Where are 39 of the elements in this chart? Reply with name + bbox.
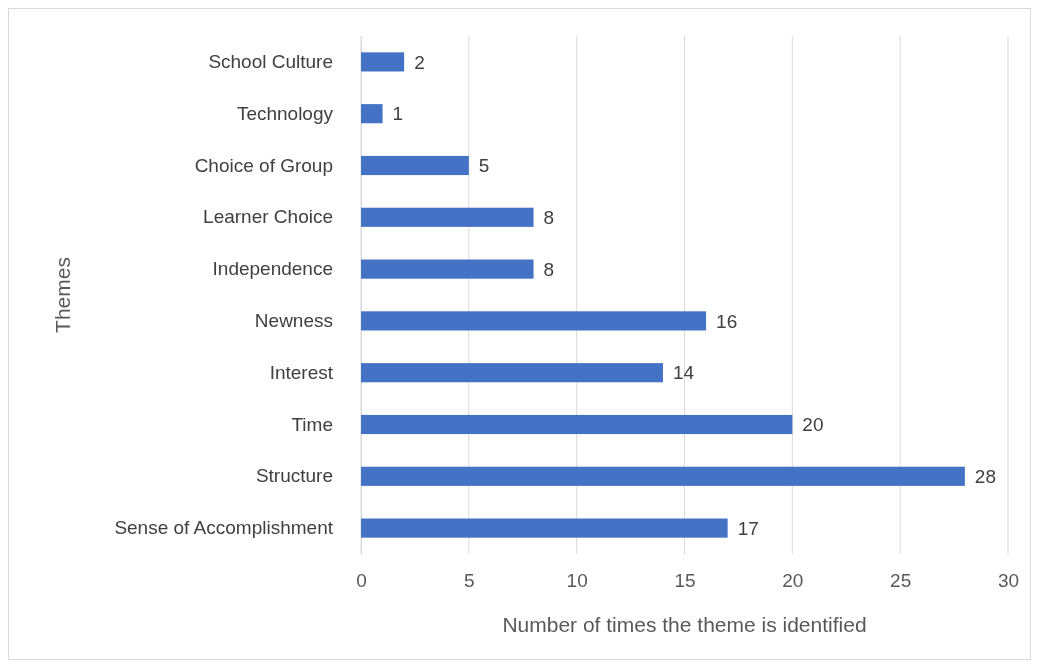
y-tick-label: Choice of Group	[194, 154, 333, 176]
x-tick-label: 15	[674, 570, 696, 592]
data-label: 2	[414, 51, 425, 73]
data-label: 1	[392, 103, 404, 125]
bar	[361, 259, 534, 279]
bar	[361, 104, 383, 124]
data-label: 16	[716, 310, 738, 332]
y-tick-label: Interest	[269, 361, 334, 383]
y-tick-label: Learner Choice	[203, 206, 333, 228]
x-tick-label: 5	[464, 570, 475, 592]
data-label: 8	[543, 206, 555, 228]
y-axis-title: Themes	[51, 257, 74, 333]
bar	[361, 414, 793, 435]
y-tick-label: School Culture	[208, 50, 333, 72]
data-label: 8	[543, 258, 555, 280]
x-tick-label: 0	[356, 570, 367, 592]
bar	[361, 207, 534, 227]
x-tick-label: 10	[566, 570, 588, 592]
bar	[361, 363, 663, 383]
y-tick-label: Time	[291, 413, 333, 435]
bar	[361, 52, 405, 72]
bar	[361, 518, 728, 538]
x-tick-label: 25	[890, 570, 912, 592]
y-tick-label: Newness	[254, 309, 333, 331]
x-tick-label: 20	[782, 570, 804, 592]
data-label: 17	[737, 517, 759, 539]
y-tick-label: Technology	[236, 102, 334, 124]
bar	[361, 311, 707, 331]
bar	[361, 155, 469, 176]
x-tick-label: 30	[997, 570, 1020, 592]
data-label: 14	[672, 362, 695, 384]
data-label: 5	[478, 155, 490, 177]
bar	[361, 466, 965, 486]
y-tick-label: Sense of Accomplishment	[114, 517, 334, 539]
data-label: 20	[802, 414, 824, 436]
y-tick-label: Structure	[255, 465, 333, 487]
x-axis-title: Number of times the theme is identified	[502, 613, 867, 636]
data-label: 28	[974, 465, 997, 487]
y-tick-label: Independence	[212, 258, 333, 280]
